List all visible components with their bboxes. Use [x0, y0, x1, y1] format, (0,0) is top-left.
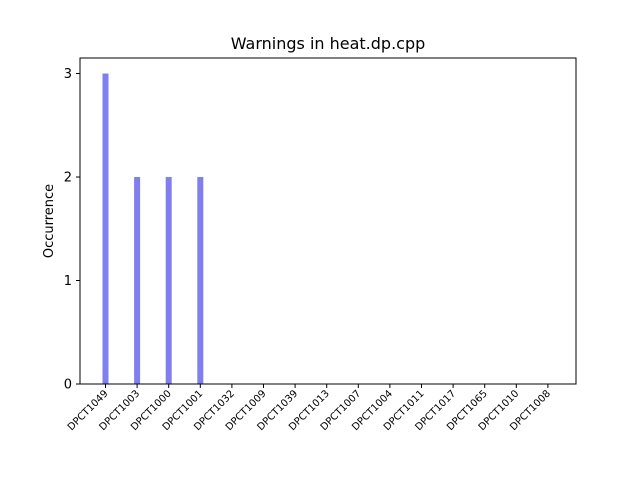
y-axis-label: Occurrence — [42, 184, 57, 258]
bars-group — [102, 73, 204, 385]
plot-frame — [79, 57, 577, 385]
x-axis-ticks: DPCT1049DPCT1003DPCT1000DPCT1001DPCT1032… — [66, 384, 553, 433]
bar-dpct1049 — [102, 73, 109, 385]
y-tick-label: 1 — [64, 274, 72, 289]
y-axis-ticks: 0 1 2 3 — [64, 67, 80, 393]
y-tick-label: 0 — [64, 378, 72, 393]
y-tick-label: 2 — [64, 171, 72, 186]
bar-dpct1000 — [165, 177, 172, 384]
chart-title: Warnings in heat.dp.cpp — [231, 34, 426, 53]
bar-dpct1001 — [197, 177, 204, 384]
y-tick-label: 3 — [64, 67, 72, 82]
bar-dpct1003 — [134, 177, 141, 384]
